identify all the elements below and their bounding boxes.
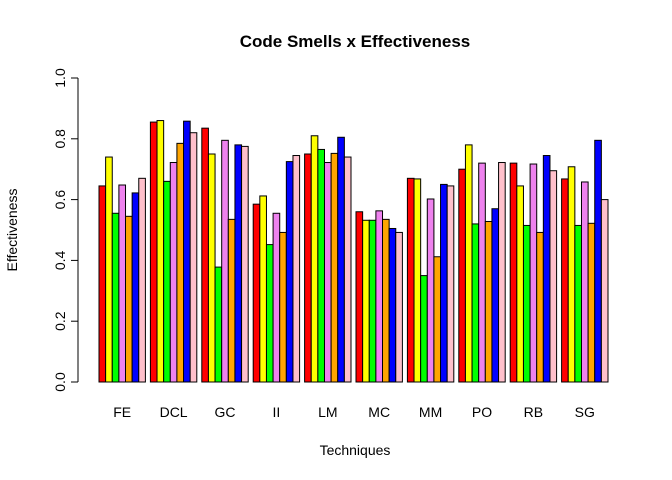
x-axis-labels: FE DCL GC II LM MC MM PO RB SG: [113, 404, 595, 420]
bar-sg-5: [587, 222, 596, 383]
y-axis-title: Effectiveness: [4, 188, 20, 271]
bar-dcl-3: [163, 180, 171, 383]
bar-sg-2: [567, 166, 576, 383]
bar-mm-4: [426, 198, 435, 383]
bar-mc-5: [382, 218, 390, 383]
bar-mm-5: [433, 256, 442, 383]
bar-po-2: [464, 144, 473, 383]
bar-gc-5: [227, 218, 236, 383]
bar-fe-6: [131, 192, 140, 383]
bar-rb-6: [542, 155, 551, 383]
bar-gc-2: [207, 153, 216, 383]
x-tick-label-sg: SG: [575, 404, 595, 420]
bar-fe-7: [138, 177, 146, 383]
bar-ii-5: [279, 231, 287, 383]
bar-gc-3: [214, 266, 223, 383]
bar-lm-7: [343, 156, 352, 383]
bar-lm-5: [330, 152, 339, 383]
bar-mm-3: [420, 275, 428, 383]
bar-fe-2: [105, 156, 113, 383]
bar-mm-2: [413, 178, 422, 383]
y-tick-label: 0.6: [52, 190, 68, 210]
x-tick-label-mc: MC: [368, 404, 390, 420]
bar-lm-2: [310, 135, 319, 383]
x-tick-label-gc: GC: [215, 404, 236, 420]
bar-ii-3: [265, 244, 274, 383]
bar-sg-6: [594, 139, 602, 383]
bars-group: [98, 120, 609, 383]
bar-mc-6: [388, 227, 397, 383]
x-tick-label-mm: MM: [419, 404, 442, 420]
bar-gc-7: [241, 145, 249, 383]
bar-fe-4: [118, 184, 127, 383]
bar-fe-3: [111, 212, 120, 383]
bar-rb-4: [529, 163, 538, 383]
x-tick-label-fe: FE: [113, 404, 131, 420]
bar-dcl-2: [156, 120, 165, 383]
bar-ii-7: [292, 155, 301, 383]
bar-ii-6: [285, 161, 294, 383]
bar-mc-1: [355, 211, 364, 383]
x-axis-title: Techniques: [320, 442, 391, 458]
bar-rb-2: [516, 185, 524, 383]
bar-mm-1: [406, 177, 415, 383]
bar-gc-1: [201, 127, 209, 383]
y-tick-label: 0.8: [52, 129, 68, 149]
bar-dcl-7: [189, 132, 198, 383]
bar-mm-6: [440, 183, 448, 383]
x-tick-label-dcl: DCL: [160, 404, 188, 420]
bar-sg-1: [561, 178, 569, 383]
bar-fe-5: [125, 215, 133, 383]
bar-lm-4: [323, 162, 332, 383]
bar-rb-3: [522, 224, 531, 383]
bar-gc-6: [234, 144, 243, 383]
bar-rb-7: [549, 170, 558, 383]
bar-mc-3: [368, 219, 377, 383]
bar-mc-2: [362, 219, 370, 383]
x-tick-label-rb: RB: [524, 404, 543, 420]
bar-po-1: [458, 168, 466, 383]
bar-dcl-4: [169, 162, 178, 383]
bar-sg-4: [580, 181, 589, 383]
bar-mm-7: [446, 185, 455, 383]
bar-dcl-5: [176, 142, 185, 383]
bar-lm-3: [317, 148, 325, 383]
bar-lm-6: [337, 136, 345, 383]
bar-po-3: [471, 223, 480, 383]
x-tick-label-ii: II: [273, 404, 281, 420]
bar-po-4: [478, 162, 486, 383]
bar-po-6: [491, 208, 500, 383]
bar-dcl-6: [183, 120, 191, 383]
y-tick-label: 1.0: [52, 68, 68, 88]
bar-ii-1: [252, 203, 261, 383]
bar-mc-7: [395, 231, 403, 383]
bar-lm-1: [304, 153, 312, 383]
bar-po-5: [484, 220, 493, 383]
y-tick-label: 0.4: [52, 250, 68, 270]
bar-fe-1: [98, 185, 107, 383]
x-tick-label-lm: LM: [318, 404, 337, 420]
y-tick-label: 0.2: [52, 311, 68, 331]
bar-rb-5: [536, 231, 544, 383]
y-tick-label: 0.0: [52, 372, 68, 392]
bar-ii-4: [272, 212, 281, 383]
chart-title: Code Smells x Effectiveness: [240, 32, 471, 51]
bar-rb-1: [509, 162, 518, 383]
y-axis: 0.0 0.2 0.4 0.6 0.8 1.0: [52, 68, 79, 392]
bar-ii-2: [259, 195, 267, 383]
bar-dcl-1: [149, 121, 158, 383]
x-tick-label-po: PO: [472, 404, 492, 420]
bar-sg-3: [574, 224, 582, 383]
bar-sg-7: [600, 199, 609, 383]
bar-po-7: [498, 162, 506, 383]
bar-gc-4: [221, 139, 229, 383]
bar-mc-4: [375, 210, 384, 383]
